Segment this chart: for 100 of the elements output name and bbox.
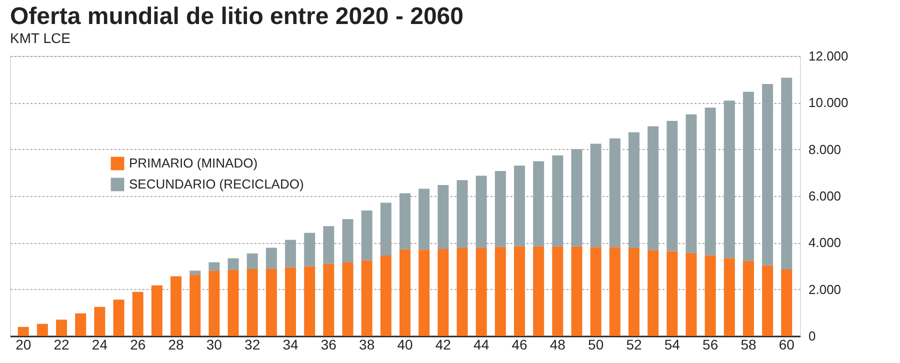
- bar: [304, 266, 316, 336]
- x-tick-label: 52: [626, 336, 642, 352]
- x-tick-label: 48: [550, 336, 566, 352]
- x-tick-label: 42: [435, 336, 452, 352]
- bar: [113, 300, 124, 336]
- bar: [208, 262, 220, 271]
- x-tick-label: 58: [740, 336, 756, 352]
- y-tick-label: 2.000: [808, 282, 842, 297]
- y-tick-label: 12.000: [808, 48, 848, 64]
- bar: [418, 250, 430, 336]
- bar: [438, 248, 449, 336]
- bar: [781, 270, 792, 336]
- bar: [132, 292, 144, 336]
- bar: [494, 246, 506, 336]
- x-tick-label: 32: [244, 336, 260, 352]
- bar: [533, 161, 544, 246]
- y-tick-label: 6.000: [808, 188, 842, 204]
- x-tick-label: 56: [702, 336, 718, 352]
- bar: [170, 276, 182, 336]
- x-tick-label: 40: [397, 336, 413, 352]
- bar: [552, 155, 564, 246]
- bar: [514, 166, 525, 246]
- bar: [686, 114, 697, 253]
- bar: [762, 265, 774, 336]
- bar: [380, 202, 392, 256]
- bar: [762, 84, 774, 266]
- bar: [628, 248, 640, 336]
- bar: [628, 132, 640, 248]
- bar: [590, 247, 602, 336]
- bar: [590, 144, 602, 248]
- bar: [190, 270, 201, 275]
- x-tick-label: 46: [512, 336, 528, 352]
- bar: [18, 326, 29, 336]
- y-tick-label: 0: [808, 328, 816, 344]
- legend-label: PRIMARIO (MINADO): [129, 156, 258, 170]
- bar: [285, 267, 296, 336]
- bar: [514, 246, 525, 336]
- x-tick-label: 20: [16, 336, 32, 352]
- x-tick-label: 50: [588, 336, 604, 352]
- bar: [456, 180, 468, 248]
- bar: [380, 256, 392, 336]
- bar: [94, 306, 106, 336]
- bar: [476, 176, 487, 248]
- bar: [609, 138, 620, 248]
- bar: [190, 274, 201, 336]
- bar: [476, 248, 487, 336]
- bar: [361, 210, 372, 260]
- bar: [36, 324, 48, 336]
- bar: [323, 226, 334, 264]
- bar: [552, 246, 564, 336]
- bar: [666, 251, 678, 336]
- bar: [686, 252, 697, 336]
- bar: [533, 246, 544, 336]
- bar: [609, 247, 620, 336]
- bar: [228, 258, 239, 270]
- bar: [742, 92, 754, 261]
- bar: [246, 269, 258, 336]
- legend-label: SECUNDARIO (RECICLADO): [129, 176, 304, 192]
- bar: [648, 250, 659, 336]
- bar: [724, 258, 735, 336]
- bar: [571, 246, 582, 336]
- x-tick-label: 28: [168, 336, 184, 352]
- bar: [304, 232, 316, 266]
- bar: [494, 171, 506, 247]
- x-tick-label: 54: [664, 336, 680, 352]
- bar: [342, 262, 354, 336]
- x-tick-label: 24: [92, 336, 108, 352]
- bar: [266, 269, 277, 336]
- x-tick-label: 44: [474, 336, 490, 352]
- bar: [246, 253, 258, 270]
- y-tick-label: 4.000: [808, 235, 842, 250]
- bar: [400, 249, 410, 336]
- bar: [742, 260, 754, 336]
- bar: [342, 219, 354, 262]
- x-tick-label: 34: [282, 336, 299, 352]
- bar: [781, 78, 792, 270]
- x-tick-label: 60: [778, 336, 795, 352]
- bar: [400, 193, 410, 250]
- x-tick-label: 38: [359, 336, 375, 352]
- chart-subtitle: KMT LCE: [10, 30, 70, 46]
- bar: [648, 126, 659, 250]
- bar: [285, 240, 296, 268]
- chart-title: Oferta mundial de litio entre 2020 - 2060: [10, 3, 464, 30]
- x-tick-label: 36: [320, 336, 337, 352]
- bar: [228, 270, 239, 336]
- x-tick-label: 30: [206, 336, 222, 352]
- x-tick-label: 22: [54, 336, 70, 352]
- bar: [418, 188, 430, 250]
- bar: [438, 185, 449, 249]
- bar: [361, 260, 372, 336]
- bar: [571, 149, 582, 246]
- x-tick-label: 26: [130, 336, 146, 352]
- bar: [208, 270, 220, 336]
- y-tick-label: 8.000: [808, 142, 842, 157]
- bar: [704, 255, 716, 336]
- bar: [323, 264, 334, 336]
- y-tick-label: 10.000: [808, 95, 848, 110]
- bar: [266, 248, 277, 270]
- bar: [666, 120, 678, 252]
- bar: [56, 320, 68, 336]
